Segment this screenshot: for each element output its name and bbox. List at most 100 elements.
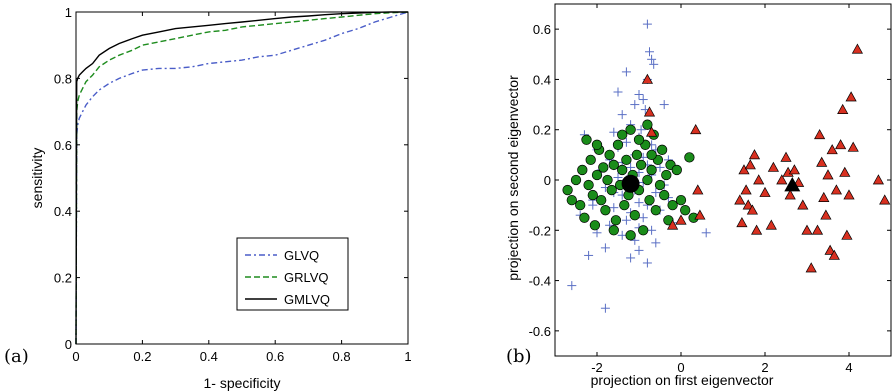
- scatter-y-axis-label: projection on second eigenvector: [505, 75, 521, 281]
- scatter-x-tick-label: -2: [591, 360, 603, 375]
- scatter-point-circle: [602, 174, 613, 186]
- scatter-point-triangle: [820, 209, 832, 220]
- scatter-point-triangle: [780, 151, 792, 162]
- scatter-point-triangle: [816, 156, 828, 167]
- scatter-point-triangle: [736, 217, 748, 228]
- scatter-point-plus: [651, 238, 661, 248]
- scatter-point-circle: [585, 154, 596, 166]
- scatter-x-tick-label: 0: [677, 360, 684, 375]
- scatter-y-tick-label: -0.4: [529, 274, 551, 289]
- scatter-point-plus: [588, 200, 598, 210]
- scatter-point-circle: [566, 194, 577, 206]
- scatter-point-triangle: [837, 103, 849, 114]
- scatter-point-plus: [600, 243, 610, 253]
- scatter-point-plus: [609, 127, 619, 137]
- scatter-point-circle: [562, 184, 573, 196]
- scatter-point-plus: [621, 137, 631, 147]
- scatter-point-triangle: [738, 164, 750, 175]
- roc-y-tick-label: 0: [65, 337, 72, 352]
- scatter-point-circle: [570, 174, 582, 186]
- roc-x-tick-label: 0.2: [133, 349, 151, 364]
- scatter-point-circle: [608, 225, 619, 236]
- scatter-point-plus: [617, 110, 627, 120]
- scatter-point-triangle: [835, 139, 847, 150]
- scatter-point-circle: [642, 119, 653, 130]
- scatter-point-circle: [617, 164, 628, 176]
- scatter-point-circle: [619, 199, 630, 211]
- scatter-point-circle: [575, 199, 586, 211]
- roc-x-tick-label: 0: [72, 349, 79, 364]
- scatter-point-circle: [608, 159, 619, 171]
- scatter-point-circle: [680, 205, 691, 216]
- roc-y-tick-label: 0.4: [54, 204, 72, 219]
- scatter-point-plus: [617, 230, 627, 240]
- scatter-point-circle: [654, 179, 666, 191]
- scatter-point-circle: [625, 230, 636, 241]
- scatter-point-circle: [598, 162, 609, 173]
- scatter-point-triangle: [643, 106, 656, 117]
- scatter-point-triangle: [797, 199, 809, 210]
- scatter-point-circle: [638, 225, 649, 236]
- roc-x-ticks: 0 0.2 0.4 0.6 0.8 1: [72, 12, 412, 364]
- scatter-point-plus: [642, 258, 652, 268]
- scatter-point-triangle: [830, 184, 842, 195]
- scatter-prototype-circle: [621, 174, 640, 193]
- scatter-point-circle: [635, 159, 647, 171]
- roc-legend-box: [236, 237, 349, 311]
- scatter-point-triangle: [839, 166, 851, 177]
- scatter-point-circle: [661, 169, 672, 181]
- scatter-point-plus: [626, 253, 636, 263]
- scatter-x-tick-label: 2: [761, 360, 768, 375]
- scatter-point-circle: [591, 169, 603, 181]
- roc-y-axis-label: sensitivity: [29, 148, 45, 209]
- scatter-point-triangle: [694, 209, 706, 220]
- scatter-point-plus: [701, 228, 711, 238]
- scatter-y-tick-label: 0.2: [533, 123, 551, 138]
- scatter-point-circle: [579, 212, 590, 223]
- scatter-point-plus: [649, 59, 659, 69]
- scatter-point-triangle: [828, 249, 840, 260]
- scatter-point-plus: [651, 188, 661, 198]
- panel-label-a: (a): [4, 346, 29, 367]
- scatter-point-plus: [634, 90, 644, 100]
- scatter-point-circle: [583, 179, 594, 191]
- scatter-y-ticks: -0.6 -0.4 -0.2 0 0.2 0.4 0.6: [529, 22, 891, 339]
- scatter-point-circle: [642, 174, 653, 186]
- scatter-point-triangle: [776, 174, 788, 185]
- scatter-point-circle: [621, 154, 632, 166]
- scatter-point-triangle: [767, 161, 779, 172]
- scatter-point-triangle: [765, 219, 777, 230]
- roc-x-tick-label: 0.8: [333, 349, 351, 364]
- scatter-point-triangle: [811, 224, 824, 235]
- roc-x-tick-label: 0.6: [266, 349, 284, 364]
- scatter-point-triangle: [841, 229, 853, 240]
- scatter-point-circle: [667, 199, 678, 211]
- scatter-point-circle: [646, 164, 657, 176]
- scatter-point-circle: [596, 194, 607, 206]
- scatter-point-circle: [610, 215, 622, 226]
- scatter-point-triangle: [818, 191, 830, 202]
- roc-line-grlvq: [75, 11, 409, 345]
- roc-y-tick-label: 0.6: [54, 138, 72, 153]
- scatter-point-triangle: [690, 123, 702, 135]
- scatter-point-triangle: [847, 141, 859, 152]
- scatter-point-plus: [621, 215, 631, 225]
- scatter-point-triangle: [824, 244, 836, 255]
- scatter-y-tick-label: 0: [544, 173, 551, 188]
- scatter-point-plus: [630, 100, 640, 110]
- scatter-points-group: [562, 19, 891, 313]
- scatter-point-circle: [646, 149, 657, 161]
- scatter-point-triangle: [879, 194, 891, 205]
- scatter-point-circle: [612, 139, 624, 150]
- scatter-point-circle: [606, 184, 617, 196]
- roc-x-tick-label: 0.4: [200, 349, 218, 364]
- scatter-point-plus: [584, 250, 594, 260]
- scatter-point-circle: [656, 144, 668, 155]
- scatter-point-triangle: [646, 126, 658, 137]
- scatter-point-circle: [631, 149, 643, 161]
- scatter-point-triangle: [740, 184, 752, 195]
- scatter-point-circle: [577, 164, 588, 176]
- scatter-point-plus: [642, 19, 652, 29]
- scatter-point-circle: [684, 152, 695, 163]
